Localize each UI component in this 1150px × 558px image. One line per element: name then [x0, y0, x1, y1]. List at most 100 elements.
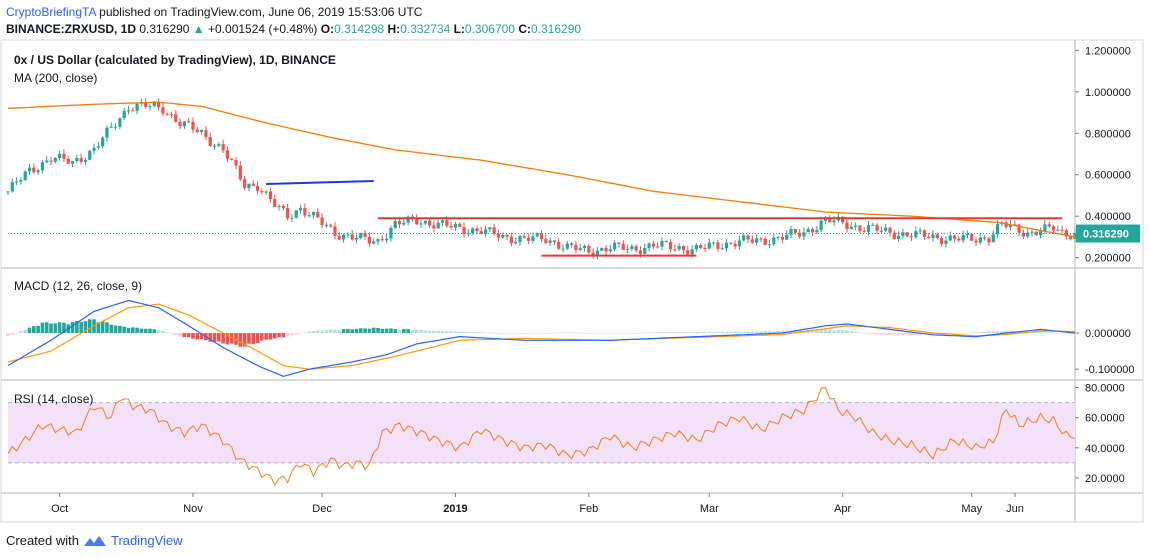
candle-body [501, 234, 505, 238]
candle-body [243, 179, 247, 188]
candle-body [225, 150, 230, 159]
candle-body [83, 159, 88, 162]
candle-body [230, 158, 234, 160]
macd-histogram-bar [711, 332, 716, 334]
macd-histogram-bar [1073, 333, 1077, 334]
candle-body [393, 221, 397, 228]
macd-histogram-bar [290, 333, 294, 336]
macd-histogram-bar [1043, 332, 1047, 334]
macd-histogram-bar [569, 332, 574, 334]
candle-body [15, 181, 19, 183]
macd-histogram-bar [892, 333, 897, 335]
high-value: 0.332734 [400, 22, 451, 36]
macd-histogram-bar [488, 332, 492, 334]
candle-body [668, 242, 673, 250]
candle-body [888, 227, 892, 233]
macd-histogram-bar [819, 329, 823, 334]
macd-histogram-bar [449, 331, 453, 334]
tradingview-link[interactable]: TradingView [110, 533, 183, 548]
macd-histogram-bar [862, 333, 866, 334]
candle-body [475, 228, 479, 232]
candle-body [372, 241, 376, 244]
candle-body [1064, 230, 1068, 237]
macd-histogram-bar [186, 333, 191, 338]
macd-histogram-bar [776, 331, 780, 334]
candle-body [849, 226, 853, 229]
candle-body [492, 227, 496, 234]
candle-body [290, 218, 294, 220]
candle-body [221, 144, 225, 151]
candle-body [113, 126, 118, 128]
candle-body [720, 248, 724, 250]
macd-histogram-bar [380, 328, 385, 334]
candle-body [66, 158, 70, 164]
macd-histogram-bar [109, 324, 114, 334]
macd-histogram-bar [346, 328, 350, 334]
macd-histogram-bar [272, 333, 277, 339]
macd-histogram-bar [49, 323, 53, 334]
candle-body [819, 220, 823, 231]
candle-body [204, 130, 208, 137]
macd-histogram-bar [707, 331, 712, 334]
high-label: H: [387, 22, 401, 36]
macd-histogram-bar [931, 333, 935, 335]
candle-body [496, 233, 501, 238]
candle-body [70, 161, 75, 164]
macd-histogram-bar [277, 333, 281, 338]
candle-body [389, 227, 393, 239]
macd-histogram-bar [845, 330, 849, 334]
macd-histogram-bar [793, 330, 798, 334]
macd-histogram-bar [122, 326, 126, 334]
macd-histogram-bar [982, 331, 987, 334]
macd-histogram-bar [152, 329, 157, 334]
candle-body [1069, 236, 1073, 240]
ohlc-bar: BINANCE:ZRXUSD, 1D 0.316290 ▲ +0.001524 … [6, 22, 581, 36]
candle-body [591, 252, 595, 257]
candle-body [815, 230, 819, 233]
candle-body [1060, 229, 1064, 231]
candle-body [341, 234, 346, 240]
candle-body [135, 103, 139, 111]
author-link[interactable]: CryptoBriefingTA [6, 5, 96, 19]
macd-histogram-bar [1034, 331, 1039, 334]
candle-body [677, 246, 681, 250]
candle-body [879, 230, 883, 232]
candle-body [92, 147, 96, 151]
candle-body [1073, 233, 1077, 240]
trend-line [266, 179, 374, 186]
candle-body [600, 247, 604, 251]
tradingview-logo-icon [83, 535, 106, 546]
macd-histogram-bar [96, 322, 101, 334]
candle-body [174, 114, 178, 122]
candle-body [148, 106, 152, 108]
macd-histogram-bar [436, 330, 441, 334]
candle-body [320, 217, 324, 225]
candle-body [49, 160, 53, 162]
candle-body [630, 246, 634, 249]
candle-body [806, 228, 810, 233]
candle-body [238, 165, 242, 180]
price-chart[interactable]: 0x / US Dollar (calculated by TradingVie… [0, 0, 1150, 530]
macd-histogram-bar [453, 331, 458, 334]
macd-histogram-bar [599, 333, 604, 334]
candle-body [866, 225, 871, 232]
macd-histogram-bar [681, 332, 686, 334]
candle-body [875, 224, 879, 231]
candle-body [428, 220, 432, 226]
candle-body [195, 129, 199, 132]
macd-line [7, 299, 1076, 378]
macd-histogram-bar [655, 332, 660, 334]
macd-histogram-bar [389, 328, 393, 334]
candle-body [79, 158, 83, 162]
macd-histogram-bar [83, 321, 88, 334]
candle-body [286, 208, 290, 219]
macd-histogram-bar [565, 332, 570, 334]
candle-body [552, 240, 557, 242]
price-axis-tick-label: 0.800000 [1085, 128, 1131, 140]
macd-histogram-bar [57, 322, 62, 334]
last-price: 0.316290 [139, 22, 190, 36]
candle-body [397, 221, 402, 225]
candle-body [234, 159, 238, 166]
macd-histogram-bar [36, 325, 40, 334]
macd-histogram-bar [595, 333, 600, 334]
